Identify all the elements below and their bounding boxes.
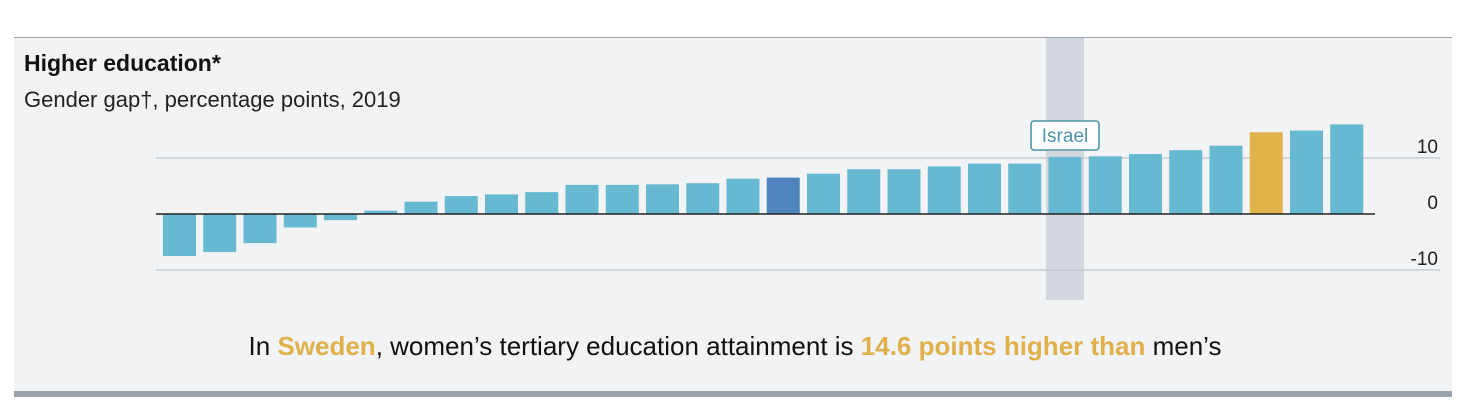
bottom-rule: [14, 391, 1452, 397]
bar-3: [243, 214, 277, 244]
bar-2: [203, 214, 237, 253]
bar-11: [565, 184, 599, 214]
chart-subtitle: Gender gap†, percentage points, 2019: [24, 87, 401, 112]
bar-27: [1209, 145, 1243, 214]
bar-20: [927, 166, 961, 214]
bar-8: [444, 196, 478, 214]
bar-22: [1008, 163, 1042, 214]
israel-label-box: [1030, 120, 1100, 151]
bar-29: [1290, 130, 1323, 214]
bar-9: [485, 194, 518, 214]
bar-18: [847, 169, 881, 214]
caption-middle: , women’s tertiary education attainment …: [375, 331, 861, 361]
bar-21: [968, 163, 1001, 214]
bar-13: [646, 184, 679, 214]
caption-suffix: men’s: [1145, 331, 1222, 361]
bar-7: [404, 201, 438, 214]
caption-prefix: In: [248, 331, 278, 361]
bar-6: [364, 210, 398, 214]
bar-4: [283, 214, 317, 228]
bar-30: [1330, 124, 1364, 214]
bar-25: [1129, 154, 1162, 214]
caption-figure: 14.6 points higher than: [860, 331, 1146, 361]
israel-label: Israel: [1042, 126, 1088, 147]
caption-country: Sweden: [277, 331, 376, 361]
bar-15: [726, 178, 760, 214]
bar-5: [324, 214, 357, 221]
y-tick-label-0: 0: [1427, 193, 1438, 214]
chart-caption: In Sweden, women’s tertiary education at…: [0, 331, 1470, 362]
bar-19: [887, 169, 921, 214]
bar-1: [163, 214, 196, 256]
bar-26: [1169, 150, 1203, 214]
bar-28: [1249, 132, 1283, 214]
y-tick-label--10: -10: [1411, 249, 1438, 270]
bar-24: [1088, 156, 1122, 214]
bar-12: [605, 184, 639, 214]
bar-17: [807, 173, 840, 214]
bar-23: [1048, 156, 1082, 214]
y-tick-label-10: 10: [1417, 137, 1438, 158]
bar-14: [686, 183, 720, 214]
chart-title: Higher education*: [24, 50, 221, 76]
bar-10: [525, 192, 559, 214]
bar-16: [766, 177, 800, 214]
